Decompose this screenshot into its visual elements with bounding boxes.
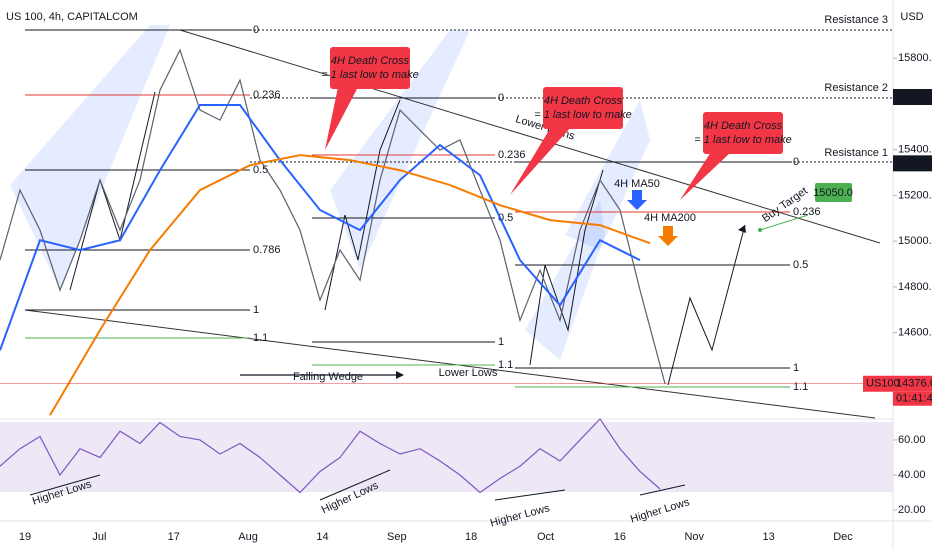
callout-text: 4H Death Cross xyxy=(544,95,623,107)
path-sketch xyxy=(69,91,156,291)
fib-label: 1.1 xyxy=(498,359,513,371)
annotation: Falling Wedge xyxy=(293,371,363,383)
series-line xyxy=(0,417,661,494)
y-tick-label: 15200.0 xyxy=(898,189,932,201)
callout-box xyxy=(543,87,623,129)
price-label: 14376.6 xyxy=(896,378,932,390)
callout-text: = 1 last low to make xyxy=(534,109,632,121)
y-tick-label: 14800.0 xyxy=(898,281,932,293)
annotation: 4H MA200 xyxy=(644,212,696,224)
y-tick-label: 14600.0 xyxy=(898,327,932,339)
symbol-tag-box xyxy=(863,375,893,392)
chart-title: US 100, 4h, CAPITALCOM xyxy=(6,11,138,23)
fib-label: 1.1 xyxy=(793,381,808,393)
callout-text: = 1 last low to make xyxy=(321,69,419,81)
callout-text: 4H Death Cross xyxy=(331,55,410,67)
x-tick-label: 14 xyxy=(316,531,328,543)
path-sketch xyxy=(324,99,401,311)
fib-label: 0 xyxy=(253,24,259,36)
target-box xyxy=(815,183,852,202)
countdown: 01:41:43 xyxy=(896,393,932,405)
callout-box xyxy=(703,112,783,154)
countdown-box xyxy=(893,391,932,406)
y-tick-label: 15800.0 xyxy=(898,52,932,64)
x-tick-label: Jul xyxy=(92,531,106,543)
price-label: 15630.0 xyxy=(896,91,932,103)
callout-tail xyxy=(325,87,358,150)
fib-label: 0.5 xyxy=(793,259,808,271)
callout-box xyxy=(330,47,410,89)
y-tick-label: 60.00 xyxy=(898,434,926,446)
fib-label: 0.236 xyxy=(498,149,526,161)
rsi-trend xyxy=(319,469,391,501)
fib-label: 0.236 xyxy=(793,206,821,218)
projection-head xyxy=(738,225,746,233)
rsi-trend xyxy=(494,489,566,501)
series-line xyxy=(0,104,641,351)
ma50-arrow xyxy=(627,190,647,210)
annotation: Resistance 2 xyxy=(824,82,888,94)
x-tick-label: 16 xyxy=(614,531,626,543)
channel xyxy=(330,30,470,270)
price-label-box xyxy=(893,155,932,172)
target-dot xyxy=(758,228,762,232)
fib-label: 1 xyxy=(793,362,799,374)
x-tick-label: 17 xyxy=(168,531,180,543)
x-tick-label: 18 xyxy=(465,531,477,543)
price-label-box xyxy=(893,89,932,106)
annotation: Resistance 3 xyxy=(824,14,888,26)
channel xyxy=(525,200,605,360)
target-line xyxy=(759,214,809,231)
annotation: 4H MA50 xyxy=(614,178,660,190)
path-sketch xyxy=(529,169,604,366)
fib-label: 0 xyxy=(498,92,504,104)
wedge-arrow-head xyxy=(396,371,404,379)
y-tick-label: 15400.0 xyxy=(898,144,932,156)
x-tick-label: Oct xyxy=(537,531,554,543)
fib-label: 1 xyxy=(253,304,259,316)
fib-label: 0 xyxy=(793,156,799,168)
series-line xyxy=(49,154,651,416)
rsi-trend xyxy=(29,474,101,496)
fib-label: 1 xyxy=(498,336,504,348)
fib-label: 0.786 xyxy=(253,244,281,256)
annotation: Resistance 1 xyxy=(824,147,888,159)
ma200-arrow xyxy=(658,226,678,246)
symbol-tag: US100 xyxy=(866,378,900,390)
x-tick-label: Aug xyxy=(238,531,258,543)
x-tick-label: 19 xyxy=(19,531,31,543)
x-tick-label: Dec xyxy=(833,531,853,543)
upper-trendline xyxy=(179,29,881,244)
callout-tail xyxy=(680,152,731,200)
channel xyxy=(10,25,170,290)
fib-label: 1.1 xyxy=(253,332,268,344)
rsi-trend xyxy=(639,484,686,496)
price-label: 15340.0 xyxy=(896,157,932,169)
price-label-box xyxy=(893,375,932,392)
callout-text: 4H Death Cross xyxy=(704,120,783,132)
callout-tail xyxy=(510,127,571,195)
currency: USD xyxy=(900,11,923,23)
x-tick-label: Sep xyxy=(387,531,407,543)
y-tick-label: 20.00 xyxy=(898,504,926,516)
callout-text: = 1 last low to make xyxy=(694,134,792,146)
annotation: Lower Lows xyxy=(439,367,498,379)
rsi-band xyxy=(0,422,893,492)
fib-label: 0.236 xyxy=(253,89,281,101)
y-tick-label: 40.00 xyxy=(898,469,926,481)
projection xyxy=(667,224,746,386)
lower-trendline xyxy=(24,309,876,419)
target-label: 15050.0 xyxy=(813,187,853,199)
x-tick-label: 13 xyxy=(763,531,775,543)
y-tick-label: 15000.0 xyxy=(898,235,932,247)
x-tick-label: Nov xyxy=(684,531,704,543)
